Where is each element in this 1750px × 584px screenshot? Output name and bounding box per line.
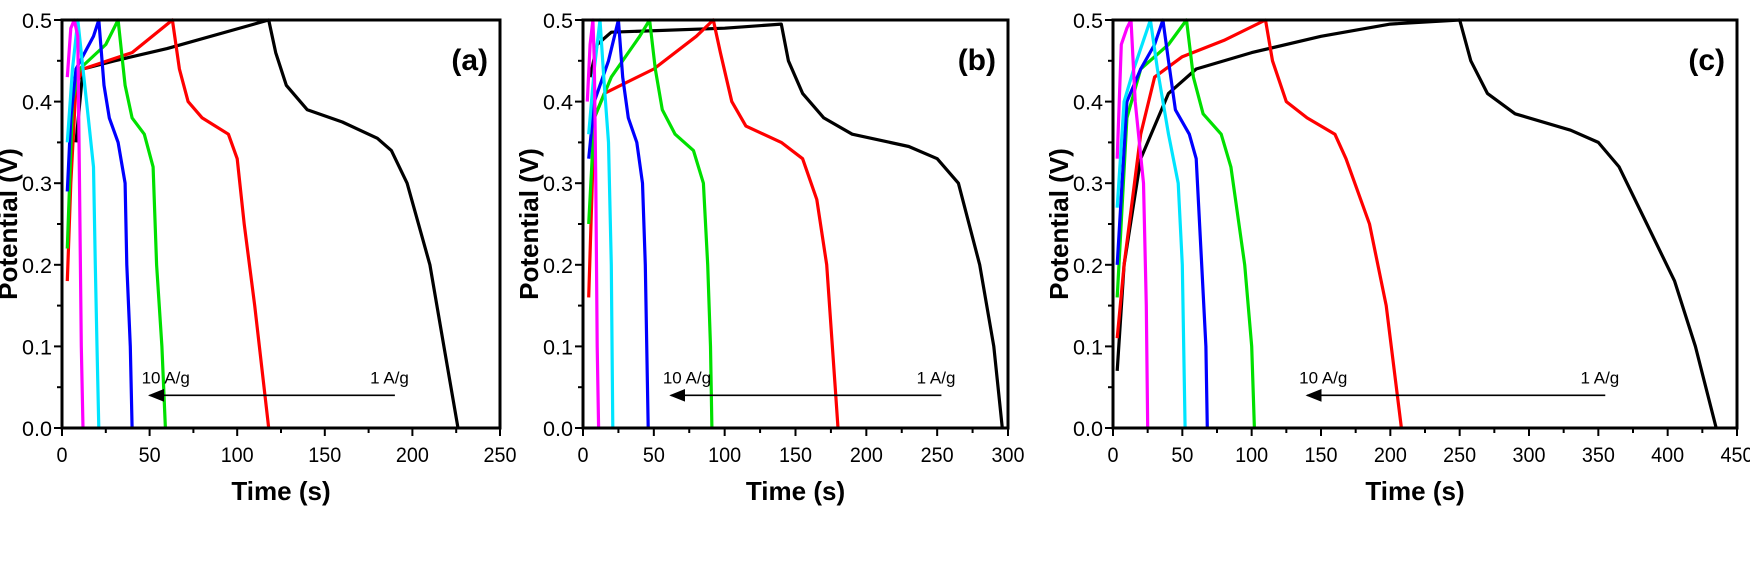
x-tick-label: 200 <box>1374 444 1407 467</box>
x-tick-label: 300 <box>1513 444 1546 467</box>
series-line-green <box>587 18 714 429</box>
annotation-high-rate: 10 A/g <box>663 368 711 387</box>
y-tick-label: 0.3 <box>1073 173 1103 196</box>
annotation-high-rate: 10 A/g <box>1299 368 1347 387</box>
series-line-cyan <box>65 18 101 429</box>
annotation-low-rate: 1 A/g <box>1581 368 1620 387</box>
x-tick-label: 250 <box>484 444 517 467</box>
series-line-black <box>588 22 1004 429</box>
series-line-green <box>1115 18 1256 429</box>
series-line-black <box>74 18 460 429</box>
y-tick-label: 0.1 <box>22 336 52 359</box>
y-axis-label: Potential (V) <box>0 148 23 300</box>
x-tick-label: 100 <box>221 444 254 467</box>
x-tick-label: 50 <box>643 444 665 467</box>
series-line-magenta <box>1115 18 1150 429</box>
x-tick-label: 250 <box>921 444 954 467</box>
x-tick-label: 450 <box>1721 444 1750 467</box>
y-tick-label: 0.4 <box>543 92 573 115</box>
x-tick-label: 0 <box>1108 444 1119 467</box>
y-tick-label: 0.5 <box>543 10 573 33</box>
panel-label: (b) <box>958 44 996 77</box>
chart-panel-b: 0 50 100 150 200 250 300 0.0 0.1 0.2 0.3 0.4 0.5 Time… <box>514 10 1025 506</box>
series-line-red <box>1115 18 1403 429</box>
y-tick-label: 0.3 <box>543 173 573 196</box>
x-tick-label: 0 <box>57 444 68 467</box>
y-tick-label: 0.0 <box>1073 418 1103 441</box>
x-tick-label: 50 <box>1171 444 1193 467</box>
y-tick-label: 0.4 <box>1073 92 1103 115</box>
x-tick-label: 150 <box>779 444 812 467</box>
series-line-cyan <box>1115 18 1187 429</box>
x-tick-label: 200 <box>850 444 883 467</box>
x-axis-label: Time (s) <box>231 476 330 506</box>
series-line-blue <box>65 18 134 429</box>
x-tick-label: 0 <box>578 444 589 467</box>
x-tick-label: 300 <box>992 444 1025 467</box>
panel-label: (c) <box>1688 44 1725 77</box>
series-line-magenta <box>585 18 601 429</box>
chart-panel-a: 0 50 100 150 200 250 0.0 0.1 0.2 0.3 0.4 0.5 Time (s… <box>0 10 517 506</box>
x-axis-label: Time (s) <box>746 476 845 506</box>
x-tick-label: 400 <box>1651 444 1684 467</box>
y-tick-label: 0.5 <box>1073 10 1103 33</box>
plot-frame <box>60 18 502 430</box>
x-tick-label: 150 <box>1305 444 1338 467</box>
series-line-magenta <box>65 18 85 429</box>
y-tick-label: 0.1 <box>543 336 573 359</box>
x-tick-label: 150 <box>308 444 341 467</box>
y-tick-label: 0.2 <box>543 255 573 278</box>
y-tick-label: 0.3 <box>22 173 52 196</box>
y-tick-label: 0.5 <box>22 10 52 33</box>
x-tick-label: 100 <box>708 444 741 467</box>
x-tick-label: 50 <box>139 444 161 467</box>
y-tick-label: 0.1 <box>1073 336 1103 359</box>
series-line-black <box>1115 18 1718 429</box>
annotation-high-rate: 10 A/g <box>142 368 190 387</box>
x-tick-label: 350 <box>1582 444 1615 467</box>
series-line-blue <box>1115 18 1209 429</box>
annotation-low-rate: 1 A/g <box>370 368 409 387</box>
x-axis-label: Time (s) <box>1365 476 1464 506</box>
x-tick-label: 200 <box>396 444 429 467</box>
y-tick-label: 0.2 <box>22 255 52 278</box>
y-tick-label: 0.0 <box>22 418 52 441</box>
series-line-red <box>587 18 840 429</box>
series-line-blue <box>587 18 650 429</box>
x-tick-label: 250 <box>1443 444 1476 467</box>
x-tick-label: 100 <box>1235 444 1268 467</box>
y-axis-label: Potential (V) <box>514 148 544 300</box>
y-tick-label: 0.2 <box>1073 255 1103 278</box>
y-tick-label: 0.4 <box>22 92 52 115</box>
chart-panel-c: 0 50 100 150 200 250 300 350 400 450 0.0 0.1 0.2 0.3 0… <box>1044 10 1750 506</box>
y-axis-label: Potential (V) <box>1044 148 1074 300</box>
y-tick-label: 0.0 <box>543 418 573 441</box>
panel-label: (a) <box>451 44 488 77</box>
annotation-low-rate: 1 A/g <box>917 368 956 387</box>
